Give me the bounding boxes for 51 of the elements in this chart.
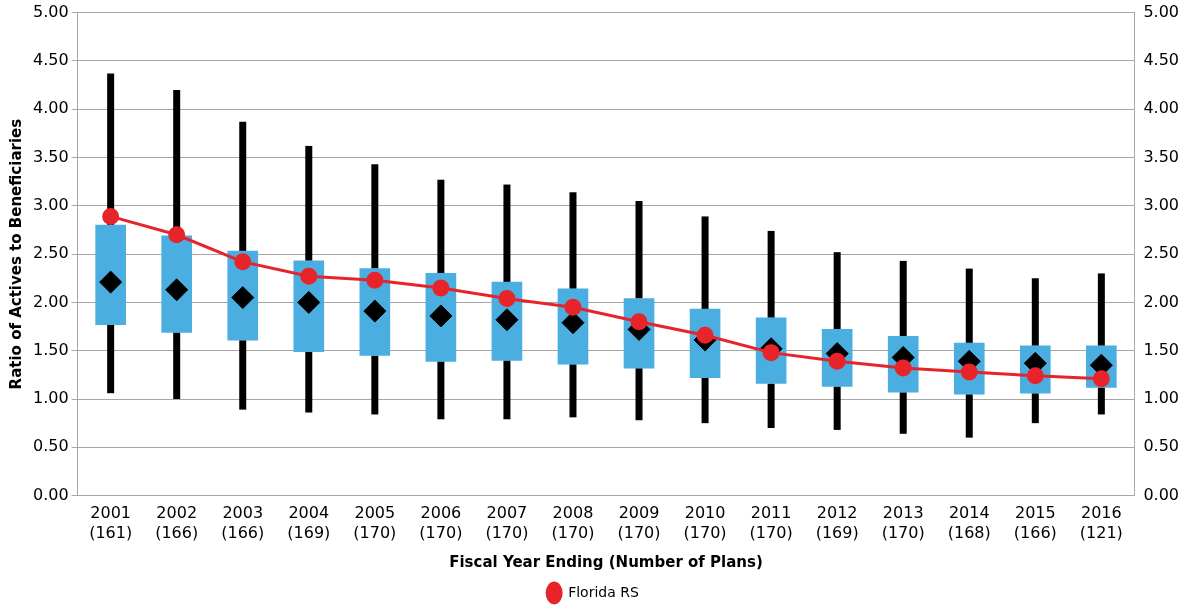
point <box>498 290 516 308</box>
x-tick-label: 2011 (170) <box>749 503 793 542</box>
x-tick-label: 2006 (170) <box>419 503 463 542</box>
y2-tick-label: 0.00 <box>1143 484 1179 504</box>
x-tick-label: 2005 (170) <box>353 503 397 542</box>
y2-tick-label: 0.50 <box>1143 436 1179 456</box>
y2-tick-label: 1.50 <box>1143 339 1179 359</box>
x-tick-label: 2010 (170) <box>683 503 727 542</box>
y2-tick-label: 4.50 <box>1143 50 1179 70</box>
point <box>432 279 450 297</box>
y-tick-label: 2.50 <box>33 243 69 263</box>
point <box>1092 370 1110 388</box>
y-tick-label: 0.50 <box>33 436 69 456</box>
point <box>300 267 318 285</box>
point <box>234 253 252 271</box>
y-axis-title: Ratio of Actives to Beneficiaries <box>6 118 25 390</box>
x-tick-label: 2013 (170) <box>881 503 925 542</box>
x-tick-label: 2004 (169) <box>287 503 331 542</box>
legend-label: Florida RS <box>568 583 639 600</box>
x-tick-label: 2003 (166) <box>221 503 265 542</box>
y-tick-label: 0.00 <box>33 484 69 504</box>
y-tick-label: 4.50 <box>33 50 69 70</box>
x-tick-label: 2008 (170) <box>551 503 595 542</box>
y2-tick-label: 5.00 <box>1143 1 1179 21</box>
y2-tick-label: 3.00 <box>1143 194 1179 214</box>
point <box>168 226 186 244</box>
y-tick-label: 1.00 <box>33 388 69 408</box>
x-axis-title: Fiscal Year Ending (Number of Plans) <box>449 552 763 571</box>
x-tick-label: 2016 (121) <box>1079 503 1123 542</box>
point <box>630 313 648 331</box>
x-tick-label: 2002 (166) <box>155 503 199 542</box>
y-tick-label: 3.00 <box>33 194 69 214</box>
x-tick-label: 2012 (169) <box>815 503 859 542</box>
y-tick-label: 3.50 <box>33 146 69 166</box>
y-tick-label: 1.50 <box>33 339 69 359</box>
point <box>564 298 582 316</box>
x-tick-label: 2001 (161) <box>89 503 133 542</box>
y2-tick-label: 3.50 <box>1143 146 1179 166</box>
y2-tick-label: 1.00 <box>1143 388 1179 408</box>
x-tick-label: 2014 (168) <box>947 503 991 542</box>
x-tick-label: 2015 (166) <box>1013 503 1057 542</box>
y-tick-label: 2.00 <box>33 291 69 311</box>
y2-tick-label: 2.00 <box>1143 291 1179 311</box>
y2-tick-label: 4.00 <box>1143 98 1179 118</box>
point <box>102 207 120 225</box>
y-tick-label: 4.00 <box>33 98 69 118</box>
y2-tick-label: 2.50 <box>1143 243 1179 263</box>
y-tick-label: 5.00 <box>33 1 69 21</box>
x-tick-label: 2007 (170) <box>485 503 529 542</box>
x-tick-label: 2009 (170) <box>617 503 661 542</box>
point <box>366 271 384 289</box>
